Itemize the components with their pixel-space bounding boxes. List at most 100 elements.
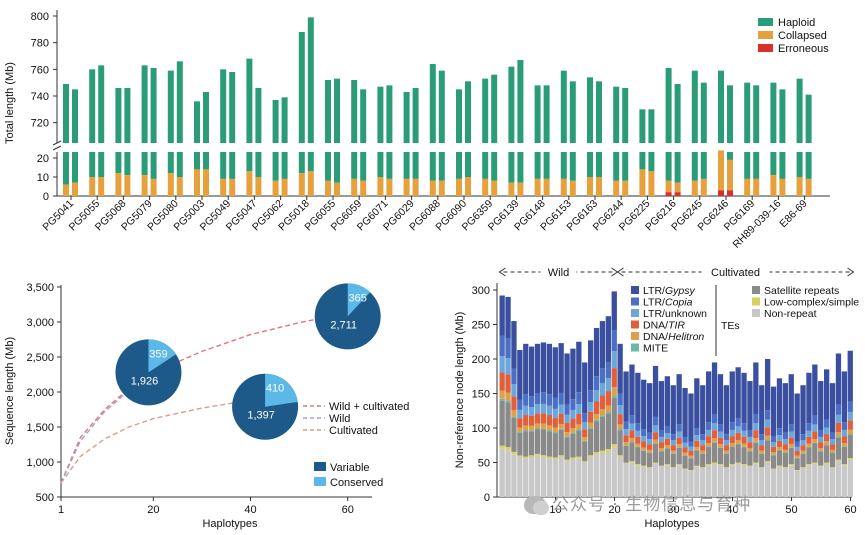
bar-lowcomplex xyxy=(546,456,552,459)
bar-collapsed xyxy=(403,178,410,196)
bar-dna-tir xyxy=(641,441,647,448)
bar-nonrepeat xyxy=(688,470,694,497)
bar-ltr-unknown xyxy=(776,435,783,441)
bar-ltr-unknown xyxy=(824,427,830,435)
bar-collapsed xyxy=(246,171,253,196)
bar-dna-tir xyxy=(782,444,788,450)
bar-ltr-gypsy xyxy=(647,383,653,433)
bar-haploid-lower xyxy=(386,152,393,179)
bar-haploid-lower xyxy=(674,152,681,183)
x-tick-label: 20 xyxy=(608,504,620,516)
bar-mite xyxy=(729,446,735,448)
bar-collapsed xyxy=(543,178,550,196)
pie-variable-label: 2,711 xyxy=(330,319,357,331)
bar-haploid-lower xyxy=(622,152,629,181)
bar-nonrepeat xyxy=(747,466,753,497)
legend-swatch xyxy=(631,332,639,340)
bar-ltr-gypsy xyxy=(735,367,741,419)
bar-mite xyxy=(800,453,806,454)
bar-ltr-unknown xyxy=(647,439,653,445)
bar-nonrepeat xyxy=(517,456,523,497)
bar-lowcomplex xyxy=(599,450,606,453)
bar-satellite xyxy=(676,447,682,465)
bar-ltr-copia xyxy=(806,423,812,431)
bar-haploid-lower xyxy=(412,152,419,179)
bar-lowcomplex xyxy=(635,464,641,466)
bar-dna-tir xyxy=(770,446,777,453)
bar-ltr-copia xyxy=(735,418,741,427)
bar-haploid-lower xyxy=(377,152,384,177)
bar-dna-tir xyxy=(529,415,535,426)
bar-ltr-gypsy xyxy=(599,321,606,369)
bar-dna-tir xyxy=(711,430,718,439)
bar-ltr-copia xyxy=(841,422,847,430)
cultivated-bracket-arrow-left xyxy=(616,267,624,277)
bar-haploid-upper xyxy=(412,88,419,143)
bar-dna-helitron xyxy=(588,422,594,428)
bar-collapsed xyxy=(779,178,786,196)
bar-haploid-lower xyxy=(194,152,200,170)
bar-haploid-lower xyxy=(281,152,288,179)
legend-label: Collapsed xyxy=(778,30,827,42)
bar-ltr-unknown xyxy=(700,440,706,446)
bar-satellite xyxy=(558,429,564,456)
bar-mite xyxy=(605,412,611,414)
bar-dna-tir xyxy=(629,430,635,439)
bar-ltr-unknown xyxy=(652,425,659,433)
bar-dna-tir xyxy=(741,436,747,444)
bar-ltr-copia xyxy=(517,399,523,410)
bar-ltr-unknown xyxy=(676,431,682,438)
bar-ltr-gypsy xyxy=(776,378,783,429)
bar-nonrepeat xyxy=(806,465,812,497)
bar-ltr-unknown xyxy=(759,440,765,446)
bar-dna-tir xyxy=(658,442,665,449)
bar-ltr-gypsy xyxy=(723,385,729,435)
bar-ltr-copia xyxy=(664,425,670,434)
bar-collapsed xyxy=(255,177,262,196)
bar-collapsed xyxy=(805,178,812,196)
bar-lowcomplex xyxy=(523,456,529,459)
bar-haploid-upper xyxy=(543,85,550,143)
bar-satellite xyxy=(735,444,741,463)
bar-ltr-unknown xyxy=(505,358,511,375)
bar-nonrepeat xyxy=(723,468,729,497)
bar-satellite xyxy=(759,453,765,468)
bar-collapsed xyxy=(429,180,436,196)
bar-mite xyxy=(564,436,570,438)
bar-ltr-unknown xyxy=(788,431,794,438)
x-tick-label: 60 xyxy=(342,504,354,516)
bar-ltr-gypsy xyxy=(652,365,659,417)
bar-satellite xyxy=(694,450,700,466)
bar-collapsed xyxy=(700,178,707,196)
bar-ltr-gypsy xyxy=(593,327,600,377)
bar-dna-tir xyxy=(552,417,558,428)
bar-dna-tir xyxy=(593,401,600,415)
bar-haploid-lower xyxy=(272,152,279,181)
bar-ltr-gypsy xyxy=(523,343,529,395)
bar-dna-helitron xyxy=(782,449,788,453)
bar-ltr-unknown xyxy=(741,430,747,437)
bar-haploid-upper xyxy=(194,101,200,143)
bar-ltr-gypsy xyxy=(841,371,847,423)
bar-dna-helitron xyxy=(647,449,653,453)
bar-dna-helitron xyxy=(617,424,623,430)
x-tick-label: 10 xyxy=(549,504,561,516)
pie-conserved-slice xyxy=(148,339,176,373)
bar-satellite xyxy=(688,458,694,470)
y-tick-label: 3,000 xyxy=(26,317,54,329)
legend-label: LTR/Copia xyxy=(643,297,693,309)
watermark: 公众号 · 生物信息与育种 xyxy=(524,490,751,515)
bar-mite xyxy=(523,430,529,432)
bar-ltr-copia xyxy=(824,419,830,428)
axis-break-mark xyxy=(52,145,62,151)
bar-nonrepeat xyxy=(564,461,570,497)
bar-dna-tir xyxy=(841,436,847,444)
bar-lowcomplex xyxy=(747,465,753,467)
bar-dna-tir xyxy=(747,442,753,449)
bar-ltr-unknown xyxy=(818,436,824,443)
bar-collapsed xyxy=(727,159,733,191)
bar-ltr-unknown xyxy=(523,405,529,416)
bar-mite xyxy=(747,450,753,452)
bar-lowcomplex xyxy=(499,445,505,449)
bar-ltr-gypsy xyxy=(688,393,694,442)
